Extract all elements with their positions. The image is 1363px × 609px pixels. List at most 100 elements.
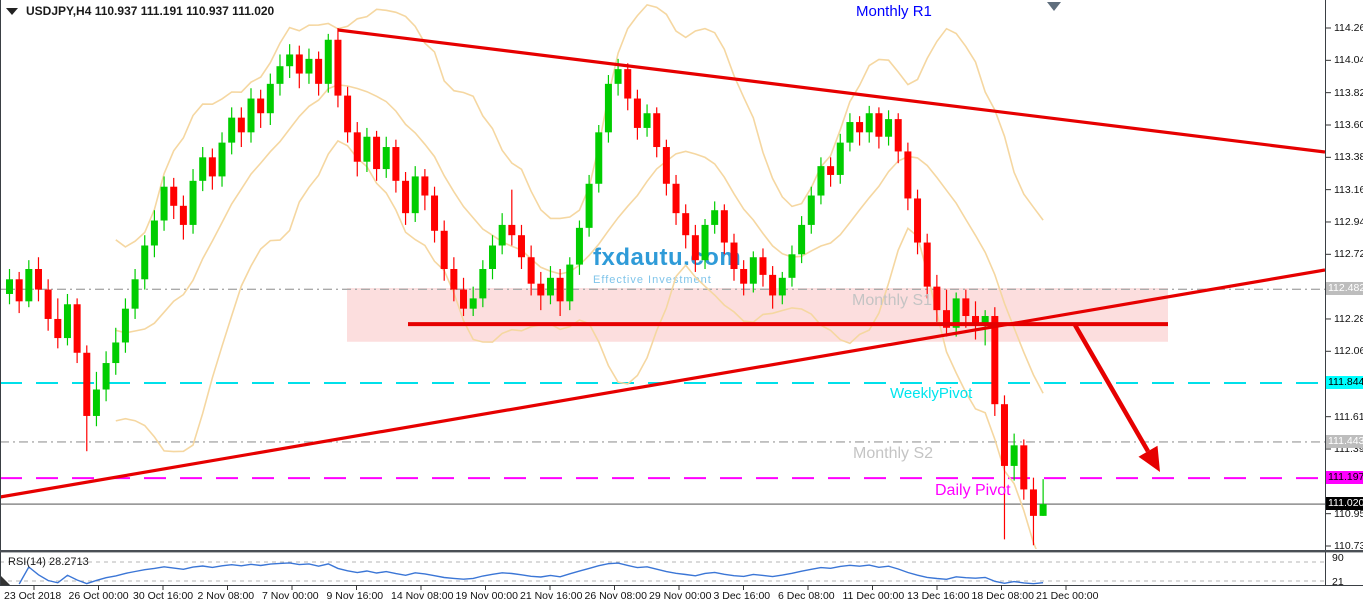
candle-body-down: [991, 316, 999, 405]
price-tick-label: 111.615: [1334, 410, 1363, 423]
candle-body-up: [286, 54, 294, 67]
level-price-badge: 111.844: [1326, 376, 1363, 390]
candle-body-down: [556, 277, 564, 302]
pane-splitter[interactable]: [0, 550, 1363, 553]
watermark-title: fxdautu.com: [593, 244, 742, 271]
pane-resize-grip-icon[interactable]: [1, 576, 10, 585]
level-price-badge: 111.443: [1326, 434, 1363, 448]
candle-body-up: [807, 195, 815, 225]
candle-body-up: [711, 210, 719, 225]
candle-body-up: [276, 66, 284, 84]
candle-body-down: [315, 58, 323, 84]
price-tick-label: 110.955: [1334, 507, 1363, 520]
candle-body-up: [228, 117, 236, 143]
candle-body-up: [189, 180, 197, 225]
projection-arrow-shaft[interactable]: [1073, 323, 1150, 453]
candle-body-down: [83, 352, 91, 416]
time-tick-label: 26 Nov 08:00: [584, 590, 647, 602]
candle-body-down: [373, 136, 381, 170]
candle-body-down: [15, 279, 23, 302]
candle-body-up: [817, 166, 825, 196]
candle-body-up: [411, 176, 419, 214]
candle-body-up: [160, 186, 168, 221]
rsi-scale-bottom: 21: [1332, 576, 1344, 588]
candle-body-down: [914, 198, 922, 243]
level-label-monthly-s1: Monthly S1: [852, 292, 933, 310]
candle-body-up: [885, 119, 893, 137]
candle-body-up: [102, 363, 110, 390]
candle-body-up: [489, 245, 496, 269]
time-tick-label: 26 Oct 00:00: [68, 590, 129, 602]
candle-body-up: [6, 279, 13, 294]
time-tick-label: 14 Nov 08:00: [391, 590, 454, 602]
candle-body-up: [324, 39, 332, 84]
main-pane[interactable]: [0, 4, 1325, 566]
candle-body-down: [1000, 404, 1008, 466]
candle-body-down: [334, 39, 342, 96]
price-tick-label: 112.280: [1334, 312, 1363, 325]
level-price-badge: 111.020: [1326, 497, 1363, 511]
candle-body-up: [749, 257, 757, 284]
time-tick-label: 21 Nov 16:00: [520, 590, 583, 602]
chart-shift-marker-icon[interactable]: [1047, 2, 1061, 11]
candle-body-up: [92, 389, 100, 416]
rsi-pane[interactable]: [0, 561, 1325, 585]
candle-body-up: [63, 304, 71, 339]
time-tick-label: 18 Dec 08:00: [971, 590, 1034, 602]
candle-body-down: [904, 151, 912, 199]
candle-body-down: [344, 95, 352, 133]
time-tick-label: 7 Nov 00:00: [262, 590, 319, 602]
candle-body-down: [682, 213, 690, 236]
candle-body-down: [875, 113, 883, 137]
level-label-monthly-s2: Monthly S2: [853, 444, 934, 462]
candle-body-down: [170, 186, 178, 206]
price-tick-label: 112.940: [1334, 215, 1363, 228]
bollinger-upper: [115, 4, 1044, 248]
candle-body-up: [479, 268, 487, 299]
level-price-badge: 112.482: [1326, 282, 1363, 296]
candle-body-up: [585, 183, 593, 228]
candle-body-up: [643, 113, 651, 128]
candle-body-up: [498, 224, 506, 246]
projection-arrow-head-icon[interactable]: [1138, 445, 1161, 472]
symbol-ohlc-text: USDJPY,H4 110.937 111.191 110.937 111.02…: [26, 4, 275, 18]
price-tick-label: 114.040: [1334, 54, 1363, 67]
candle-body-down: [943, 310, 951, 328]
candle-body-up: [604, 83, 612, 133]
candle-body-up: [469, 298, 477, 309]
chevron-down-icon[interactable]: [6, 8, 18, 16]
candle-body-down: [73, 304, 81, 353]
price-tick-label: 110.735: [1334, 539, 1363, 552]
candle-body-down: [923, 242, 931, 287]
candle-body-down: [720, 210, 728, 243]
price-tick-label: 113.380: [1334, 151, 1363, 164]
candle-body-down: [740, 268, 748, 284]
candle-body-up: [575, 227, 583, 265]
rsi-scale-top: 90: [1332, 552, 1344, 564]
level-label-monthly-r1: Monthly R1: [856, 3, 932, 20]
candle-body-down: [257, 98, 265, 114]
time-tick-label: 23 Oct 2018: [4, 590, 62, 602]
candle-body-down: [856, 122, 864, 133]
watermark: fxdautu.com Effective Investment: [593, 244, 741, 286]
time-tick-label: 30 Oct 16:00: [133, 590, 194, 602]
candle-body-down: [827, 166, 835, 175]
candle-body-up: [112, 342, 120, 364]
time-tick-label: 9 Nov 16:00: [326, 590, 384, 602]
descending-trendline[interactable]: [337, 28, 1325, 154]
candle-body-down: [208, 157, 216, 177]
candle-body-down: [517, 235, 525, 258]
candle-body-up: [865, 113, 873, 133]
candle-body-up: [846, 122, 854, 143]
candle-body-up: [778, 277, 786, 296]
candle-body-up: [382, 147, 390, 170]
candle-body-down: [402, 180, 410, 214]
candle-body-up: [614, 69, 622, 84]
candle-body-up: [121, 308, 129, 343]
time-tick-label: 21 Dec 00:00: [1036, 590, 1099, 602]
candle-body-down: [653, 113, 661, 148]
candle-body-down: [1020, 445, 1028, 490]
candle-body-up: [798, 224, 806, 255]
ascending-trendline[interactable]: [0, 268, 1325, 499]
